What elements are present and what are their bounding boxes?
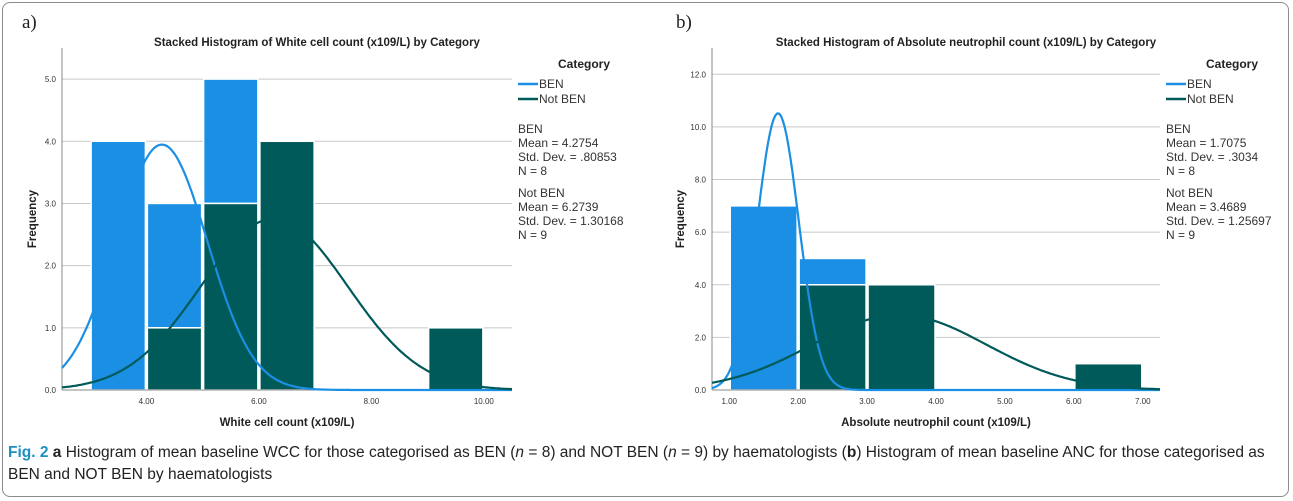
chart-a-curve-ben — [61, 143, 512, 392]
chart-a-stat-sd: Std. Dev. = .80853 — [518, 150, 617, 164]
chart-b-y-tick-label: 6.0 — [695, 228, 707, 237]
figure-caption: Fig. 2 a Histogram of mean baseline WCC … — [8, 442, 1278, 486]
chart-b-y-tick-label: 10.0 — [690, 123, 706, 132]
chart-a-legend-title: Category — [558, 57, 610, 71]
chart-b-stat-n: N = 9 — [1166, 228, 1195, 242]
caption-letter-a: a — [52, 444, 62, 461]
chart-a-stat-n: N = 9 — [518, 228, 547, 242]
chart-a-y-tick-label: 0.0 — [45, 386, 57, 395]
chart-b-stat-n: N = 8 — [1166, 164, 1195, 178]
chart-a-bar-ben — [146, 202, 203, 329]
chart-a-stat-mean: Mean = 6.2739 — [518, 200, 599, 214]
chart-a-stat-sd: Std. Dev. = 1.30168 — [518, 214, 624, 228]
chart-a-bar-not-ben — [427, 327, 484, 391]
caption-letter-b: b — [846, 444, 857, 461]
chart-b-panel-label: b) — [676, 12, 692, 33]
chart-a-y-tick-label: 2.0 — [45, 262, 57, 271]
chart-a-title: Stacked Histogram of White cell count (x… — [154, 37, 481, 49]
chart-b-stat-sd: Std. Dev. = .3034 — [1166, 150, 1258, 164]
chart-b-bar-not-ben — [867, 284, 936, 391]
chart-b-legend-entry: Not BEN — [1187, 92, 1234, 106]
chart-a-y-tick-label: 5.0 — [45, 75, 57, 84]
chart-a-x-tick-label: 10.00 — [474, 397, 495, 406]
caption-text-1: Histogram of mean baseline WCC for those… — [61, 444, 516, 461]
chart-a-stat-n: N = 8 — [518, 164, 547, 178]
chart-b-x-tick-label: 4.00 — [928, 397, 944, 406]
chart-a-x-tick-label: 6.00 — [251, 397, 267, 406]
chart-a-stat-mean: Mean = 4.2754 — [518, 136, 599, 150]
caption-text-3: = 9) by haematologists ( — [676, 444, 847, 461]
chart-a-bar-not-ben — [146, 327, 203, 391]
chart-b-x-axis-label: Absolute neutrophil count (x109/L) — [841, 417, 1031, 429]
chart-a-x-tick-label: 4.00 — [139, 397, 155, 406]
caption-text-2: = 8) and NOT BEN ( — [524, 444, 669, 461]
chart-a-bar-not-ben — [259, 140, 315, 391]
chart-b-title: Stacked Histogram of Absolute neutrophil… — [776, 37, 1157, 49]
chart-b-x-tick-label: 6.00 — [1066, 397, 1082, 406]
chart-b-legend-entry: BEN — [1187, 77, 1212, 91]
chart-b-stat-name: BEN — [1166, 122, 1191, 136]
chart-b-y-tick-label: 12.0 — [690, 70, 706, 79]
figure-label: Fig. 2 — [8, 444, 49, 461]
chart-a-curve-not-ben — [61, 217, 513, 391]
chart-a-legend-entry: BEN — [539, 77, 564, 91]
chart-b-bar-ben — [729, 205, 798, 391]
chart-a-bar-ben — [202, 78, 259, 205]
chart-a-x-axis-label: White cell count (x109/L) — [220, 417, 355, 429]
chart-b-y-axis-label: Frequency — [675, 189, 687, 248]
chart-b-y-tick-label: 0.0 — [695, 386, 707, 395]
chart-b-x-tick-label: 1.00 — [721, 397, 737, 406]
chart-b-y-tick-label: 4.0 — [695, 281, 707, 290]
chart-b-bar-ben — [798, 257, 867, 286]
chart-b-curve-not-ben — [711, 313, 1161, 391]
chart-a-y-tick-label: 4.0 — [45, 137, 57, 146]
chart-b-stat-name: Not BEN — [1166, 186, 1213, 200]
chart-b-x-tick-label: 2.00 — [790, 397, 806, 406]
chart-b-stat-mean: Mean = 1.7075 — [1166, 136, 1247, 150]
chart-a-y-axis-label: Frequency — [27, 189, 39, 248]
figure-charts: 4.00 6.00 8.00 10.00 0.0 1.0 2.0 3.0 4.0 5.0 a) Sta… — [22, 12, 1272, 429]
chart-b-curve-ben — [711, 112, 1160, 392]
chart-b-y-tick-label: 8.0 — [695, 176, 707, 185]
chart-a-stat-name: Not BEN — [518, 186, 565, 200]
chart-a-y-tick-label: 1.0 — [45, 324, 57, 333]
chart-b-x-tick-label: 5.00 — [997, 397, 1013, 406]
chart-b-stat-sd: Std. Dev. = 1.25697 — [1166, 214, 1272, 228]
chart-a-legend-entry: Not BEN — [539, 92, 586, 106]
chart-a-stat-name: BEN — [518, 122, 543, 136]
chart-b-y-tick-label: 2.0 — [695, 333, 707, 342]
caption-n-var-2: n — [668, 444, 677, 461]
chart-b-stat-mean: Mean = 3.4689 — [1166, 200, 1247, 214]
chart-a-bar-not-ben — [202, 202, 259, 391]
chart-a-x-tick-label: 8.00 — [364, 397, 380, 406]
caption-text-4: ) Histogram of mean baseline ANC for tho… — [8, 444, 1265, 483]
chart-a-panel-label: a) — [22, 12, 37, 33]
caption-n-var-1: n — [515, 444, 525, 461]
chart-b-legend-title: Category — [1206, 57, 1258, 71]
chart-b-x-tick-label: 7.00 — [1135, 397, 1151, 406]
chart-b-x-tick-label: 3.00 — [859, 397, 875, 406]
chart-a-y-tick-label: 3.0 — [45, 199, 57, 208]
